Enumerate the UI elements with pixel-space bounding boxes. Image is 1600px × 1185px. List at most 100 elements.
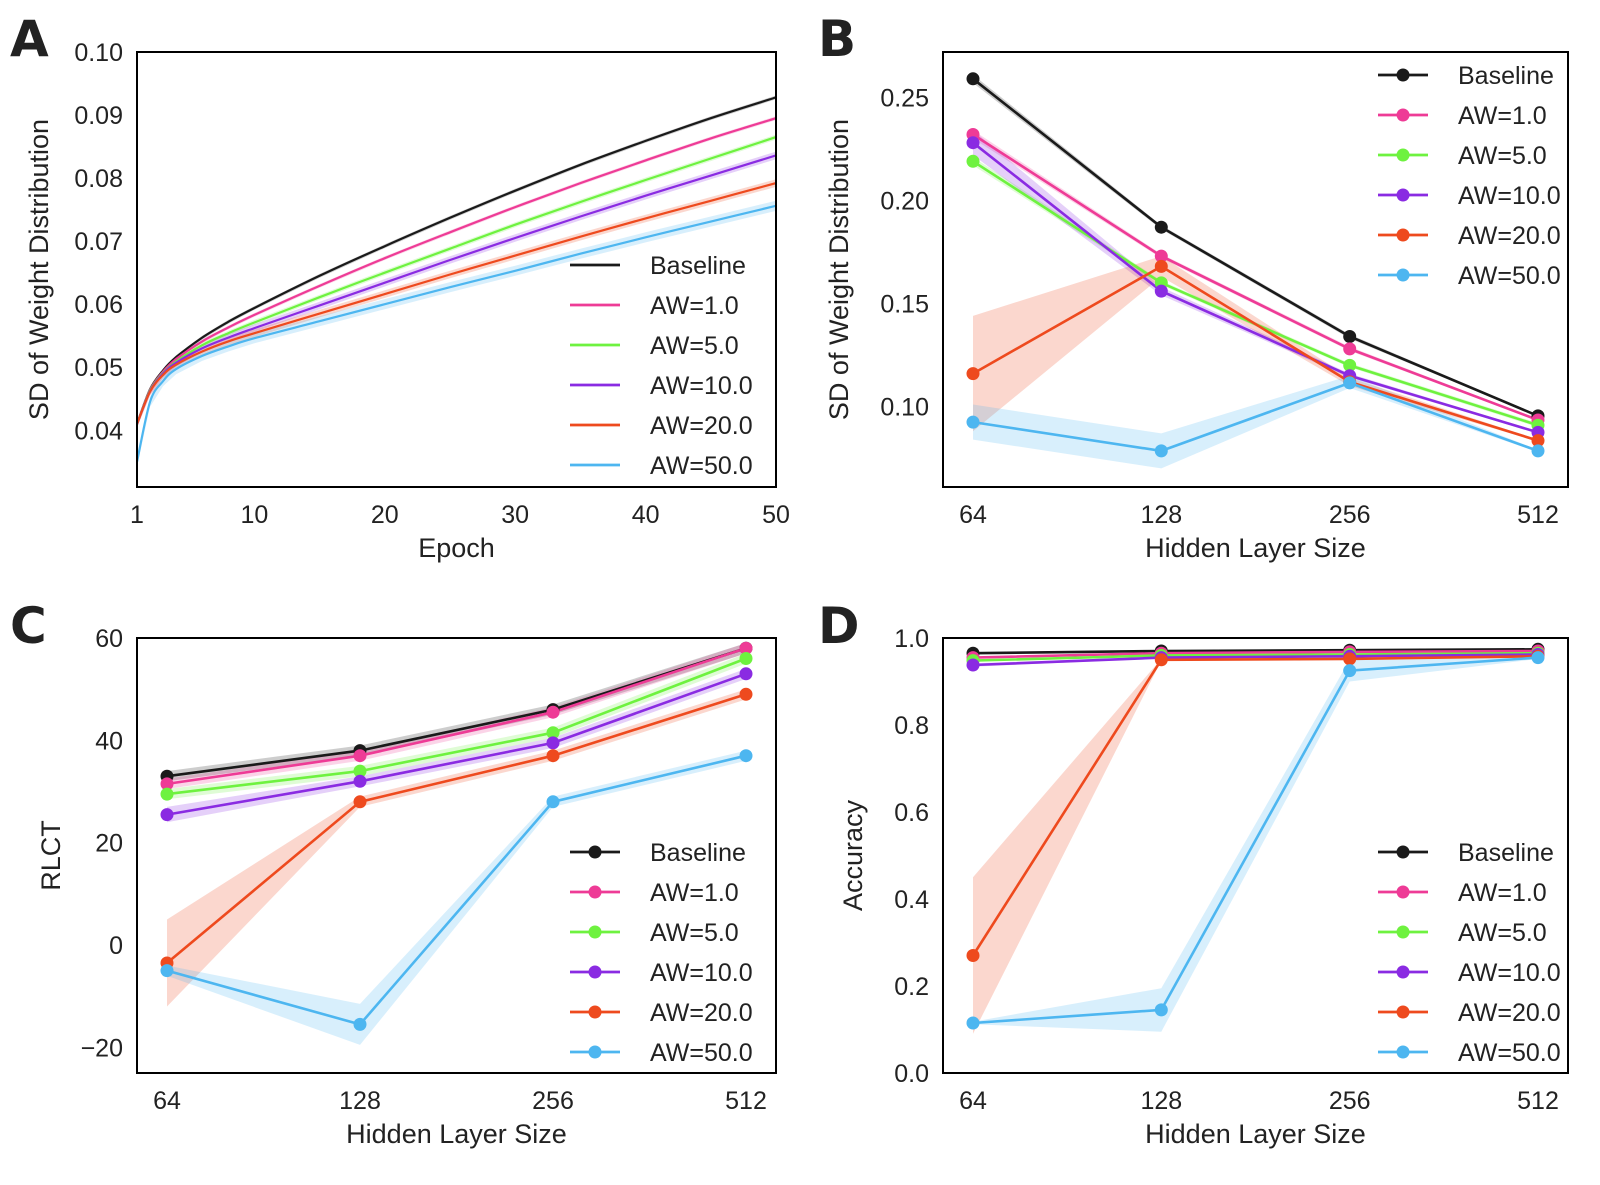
series-line-aw-1-0	[972, 133, 1539, 422]
band-aw-50-0	[973, 656, 1538, 1032]
point-aw-5-0-64	[966, 154, 980, 168]
x-tick-label: 256	[1329, 1087, 1371, 1115]
band-aw-20-0	[973, 655, 1538, 1034]
plot-area	[137, 95, 776, 467]
y-tick-label: 1.0	[894, 625, 929, 653]
legend-label-baseline: Baseline	[1458, 62, 1554, 90]
x-tick-label: 512	[1517, 1087, 1559, 1115]
x-tick-label: 30	[501, 501, 529, 529]
legend-label-aw-50-0: AW=50.0	[650, 452, 753, 480]
point-aw-50-0-256	[546, 795, 560, 809]
legend-label-aw-5-0: AW=5.0	[1458, 142, 1547, 170]
legend-label-aw-10-0: AW=10.0	[650, 959, 753, 987]
legend-marker-aw-10-0	[588, 965, 602, 979]
band-aw-20-0	[137, 179, 776, 428]
y-tick-label: 0.25	[880, 84, 929, 112]
series-line-baseline	[972, 648, 1539, 655]
y-tick-label: 0.09	[74, 102, 123, 130]
series-line-aw-50-0	[166, 754, 747, 1026]
x-tick-label: 512	[725, 1087, 767, 1115]
y-tick-label: −20	[81, 1034, 123, 1062]
legend-marker-aw-50-0	[1396, 268, 1410, 282]
x-axis-label: Hidden Layer Size	[1145, 533, 1366, 563]
legend-label-aw-20-0: AW=20.0	[650, 999, 753, 1027]
x-tick-label: 50	[762, 501, 790, 529]
legend-label-aw-20-0: AW=20.0	[650, 412, 753, 440]
axes-frame	[942, 637, 1569, 1074]
series-line-aw-50-0	[972, 656, 1539, 1025]
point-aw-20-0-128	[1154, 653, 1168, 667]
series-line-aw-5-0	[972, 651, 1539, 662]
panel-a-sd-vs-epoch: 1 10 20 30 40 50 0.04 0.05 0.06 0.07 0.08 0.09 0.10 E…	[24, 39, 790, 563]
series-line-aw-50-0	[972, 381, 1539, 453]
y-tick-label: 0.4	[894, 886, 929, 914]
y-tick-label: 0.6	[894, 799, 929, 827]
x-tick-label: 1	[130, 501, 144, 529]
point-aw-50-0-512	[1531, 651, 1545, 665]
y-tick-label: 0.10	[74, 39, 123, 67]
panel-b-sd-vs-hidden-size: 64 128 256 512 0.10 0.15 0.20 0.25 Hidden Layer …	[824, 51, 1569, 563]
point-aw-20-0-256	[1343, 652, 1357, 666]
legend-label-aw-50-0: AW=50.0	[1458, 262, 1561, 290]
x-axis-label: Epoch	[418, 533, 495, 563]
axes-frame	[942, 51, 1569, 488]
legend-label-aw-5-0: AW=5.0	[650, 919, 739, 947]
x-axis-label: Hidden Layer Size	[346, 1119, 567, 1149]
series-line-aw-50-0	[137, 204, 776, 463]
series-line-aw-20-0	[166, 693, 747, 964]
axes-frame	[136, 637, 777, 1074]
y-tick-label: 0.05	[74, 354, 123, 382]
x-tick-label: 40	[632, 501, 660, 529]
legend-marker-aw-50-0	[1396, 1045, 1410, 1059]
series-line-baseline	[972, 77, 1539, 418]
point-aw-1-0-64	[160, 777, 174, 791]
point-aw-20-0-256	[546, 749, 560, 763]
point-aw-20-0-64	[966, 367, 980, 381]
legend-label-aw-50-0: AW=50.0	[1458, 1039, 1561, 1067]
y-tick-label: 0.08	[74, 165, 123, 193]
y-tick-label: 0.06	[74, 291, 123, 319]
series-line-aw-1-0	[137, 117, 776, 425]
point-aw-10-0-128	[1154, 284, 1168, 298]
legend: Baseline AW=1.0 AW=5.0 AW=10.0 AW=20.0 AW=50.…	[1378, 62, 1561, 290]
legend-marker-aw-1-0	[1396, 885, 1410, 899]
point-aw-1-0-256	[546, 705, 560, 719]
legend-label-aw-1-0: AW=1.0	[1458, 102, 1547, 130]
y-axis-label: RLCT	[36, 820, 66, 891]
band-aw-5-0	[167, 653, 746, 800]
x-tick-label: 20	[371, 501, 399, 529]
series-line-aw-20-0	[972, 264, 1539, 442]
y-tick-label: 0.8	[894, 712, 929, 740]
y-tick-label: 40	[95, 727, 123, 755]
plot-area	[972, 74, 1539, 469]
point-aw-5-0-512	[739, 652, 753, 665]
point-baseline-256	[1343, 330, 1357, 343]
series-line-baseline	[137, 96, 776, 425]
x-tick-label: 512	[1517, 501, 1559, 529]
legend-marker-baseline	[1396, 845, 1410, 859]
legend-label-aw-10-0: AW=10.0	[1458, 182, 1561, 210]
legend-marker-aw-20-0	[588, 1005, 602, 1019]
point-aw-50-0-256	[1343, 664, 1357, 678]
point-baseline-64	[966, 72, 980, 86]
legend-label-aw-5-0: AW=5.0	[1458, 919, 1547, 947]
point-aw-5-0-64	[160, 787, 174, 801]
point-aw-20-0-64	[966, 949, 980, 962]
legend-marker-baseline	[1396, 68, 1410, 82]
point-aw-50-0-512	[739, 749, 753, 763]
legend-label-aw-1-0: AW=1.0	[650, 879, 739, 907]
series-line-aw-1-0	[166, 646, 747, 786]
x-tick-label: 10	[240, 501, 268, 529]
y-tick-label: 0.2	[894, 973, 929, 1001]
x-tick-label: 256	[532, 1087, 574, 1115]
point-aw-20-0-512	[1531, 434, 1545, 448]
point-aw-1-0-128	[1154, 249, 1168, 263]
x-tick-label: 128	[339, 1087, 381, 1115]
panel-letter-d: D	[818, 597, 860, 655]
y-axis-label: SD of Weight Distribution	[24, 119, 54, 420]
point-aw-1-0-128	[353, 749, 367, 763]
legend-label-aw-10-0: AW=10.0	[1458, 959, 1561, 987]
series-line-aw-20-0	[971, 655, 1539, 957]
legend-label-baseline: Baseline	[650, 839, 746, 867]
